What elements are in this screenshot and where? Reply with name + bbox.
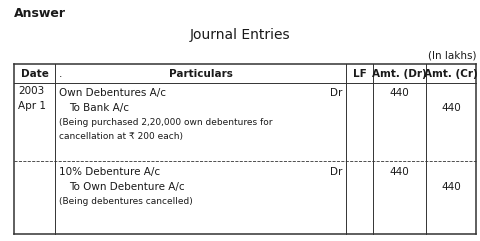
Text: .: . bbox=[59, 68, 62, 79]
Text: (Being debentures cancelled): (Being debentures cancelled) bbox=[59, 197, 192, 206]
Text: 10% Debenture A/c: 10% Debenture A/c bbox=[59, 167, 160, 177]
Text: Journal Entries: Journal Entries bbox=[190, 28, 290, 42]
Text: Apr 1: Apr 1 bbox=[18, 101, 46, 111]
Text: Own Debentures A/c: Own Debentures A/c bbox=[59, 88, 166, 98]
Text: Particulars: Particulars bbox=[168, 68, 232, 79]
Text: Date: Date bbox=[21, 68, 48, 79]
Text: Dr: Dr bbox=[329, 88, 342, 98]
Text: 2003: 2003 bbox=[18, 86, 45, 95]
Text: To Own Debenture A/c: To Own Debenture A/c bbox=[69, 182, 184, 192]
Text: Amt. (Dr): Amt. (Dr) bbox=[371, 68, 426, 79]
Text: Amt. (Cr): Amt. (Cr) bbox=[423, 68, 477, 79]
Text: cancellation at ₹ 200 each): cancellation at ₹ 200 each) bbox=[59, 132, 183, 141]
Text: LF: LF bbox=[352, 68, 366, 79]
Text: 440: 440 bbox=[440, 182, 460, 192]
Text: 440: 440 bbox=[388, 167, 408, 177]
Text: Answer: Answer bbox=[14, 7, 66, 20]
Text: (In lakhs): (In lakhs) bbox=[427, 51, 475, 60]
Text: 440: 440 bbox=[440, 103, 460, 113]
Text: 440: 440 bbox=[388, 88, 408, 98]
Text: To Bank A/c: To Bank A/c bbox=[69, 103, 129, 113]
Text: Dr: Dr bbox=[329, 167, 342, 177]
Text: (Being purchased 2,20,000 own debentures for: (Being purchased 2,20,000 own debentures… bbox=[59, 118, 272, 127]
